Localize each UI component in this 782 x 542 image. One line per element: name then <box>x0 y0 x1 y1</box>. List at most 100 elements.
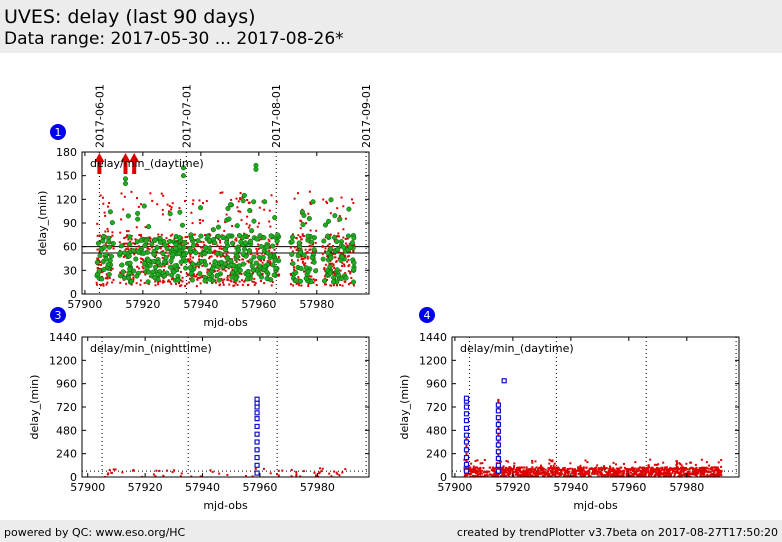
data-point <box>664 466 667 469</box>
data-point <box>160 233 163 236</box>
data-point <box>144 226 147 229</box>
data-point <box>616 469 619 472</box>
data-point <box>629 471 632 474</box>
data-point <box>534 474 537 477</box>
data-point <box>170 282 173 285</box>
data-point <box>95 283 98 286</box>
data-point <box>558 472 561 475</box>
data-point <box>171 277 174 280</box>
data-point <box>701 475 704 477</box>
median-point <box>224 255 230 261</box>
median-point <box>180 165 187 171</box>
median-point <box>164 246 170 252</box>
data-point <box>573 468 576 471</box>
data-point <box>651 473 654 476</box>
data-point <box>178 266 181 269</box>
data-point <box>349 271 352 274</box>
data-point <box>107 230 110 233</box>
data-point <box>219 283 222 286</box>
data-point <box>560 470 563 473</box>
data-point <box>168 204 171 207</box>
median-point <box>260 254 266 260</box>
data-point <box>516 467 519 470</box>
data-point <box>713 473 716 476</box>
data-point <box>269 260 272 263</box>
data-point <box>219 264 222 267</box>
median-point <box>251 199 257 205</box>
data-point <box>307 284 310 287</box>
data-point <box>584 459 587 462</box>
median-point <box>107 209 113 215</box>
data-point <box>554 475 557 477</box>
data-point <box>506 471 509 474</box>
median-point <box>254 236 260 242</box>
data-point <box>184 236 187 239</box>
data-point <box>257 243 260 246</box>
y-axis-label: delay_(min) <box>398 375 411 440</box>
data-point <box>300 258 303 261</box>
data-point <box>162 194 165 197</box>
data-point <box>548 467 551 470</box>
data-point <box>180 472 183 475</box>
data-point <box>216 269 219 272</box>
data-point <box>529 473 532 476</box>
data-point <box>512 467 515 470</box>
data-point <box>717 474 720 477</box>
data-point <box>181 280 184 283</box>
data-point <box>501 469 504 472</box>
data-point <box>610 473 613 476</box>
median-point <box>108 253 114 259</box>
median-point <box>127 260 133 266</box>
data-point <box>224 266 227 269</box>
data-point <box>656 472 659 475</box>
data-point <box>261 261 264 264</box>
data-point <box>270 194 273 197</box>
data-point <box>531 474 534 477</box>
data-point <box>501 471 504 474</box>
median-point <box>149 241 155 247</box>
chart-annotation: delay/min_(daytime) <box>460 342 574 355</box>
outlier-point <box>463 461 470 467</box>
data-point <box>156 203 159 206</box>
x-tick-label: 57960 <box>241 298 276 311</box>
data-point <box>198 199 201 202</box>
data-point <box>332 253 335 256</box>
data-point <box>335 471 338 474</box>
median-point <box>122 181 129 187</box>
data-point <box>339 283 342 286</box>
median-point <box>152 275 158 281</box>
data-point <box>268 249 271 252</box>
plot-frame <box>451 336 740 478</box>
median-point <box>338 239 345 245</box>
data-point <box>216 255 219 258</box>
data-point <box>189 258 192 261</box>
data-point <box>698 466 701 469</box>
median-point <box>264 275 270 282</box>
data-point <box>503 468 506 471</box>
data-point <box>557 475 560 477</box>
data-point <box>545 472 548 475</box>
data-point <box>342 252 345 255</box>
median-point <box>103 256 109 262</box>
data-point <box>626 469 629 472</box>
data-point <box>309 201 312 204</box>
data-point <box>322 198 325 201</box>
data-point <box>615 473 618 476</box>
data-point <box>712 472 715 475</box>
data-point <box>523 473 526 476</box>
data-point <box>715 468 718 471</box>
data-point <box>554 468 557 471</box>
data-point <box>319 467 322 470</box>
data-point <box>519 475 522 477</box>
median-point <box>126 275 132 281</box>
data-point <box>568 470 571 473</box>
data-point <box>669 467 672 470</box>
median-point <box>328 255 334 261</box>
outlier-point <box>254 431 260 437</box>
data-point <box>492 469 495 472</box>
data-point <box>695 466 698 469</box>
data-point <box>667 471 670 474</box>
data-point <box>130 190 133 193</box>
data-point <box>123 237 126 240</box>
data-point <box>710 466 713 469</box>
